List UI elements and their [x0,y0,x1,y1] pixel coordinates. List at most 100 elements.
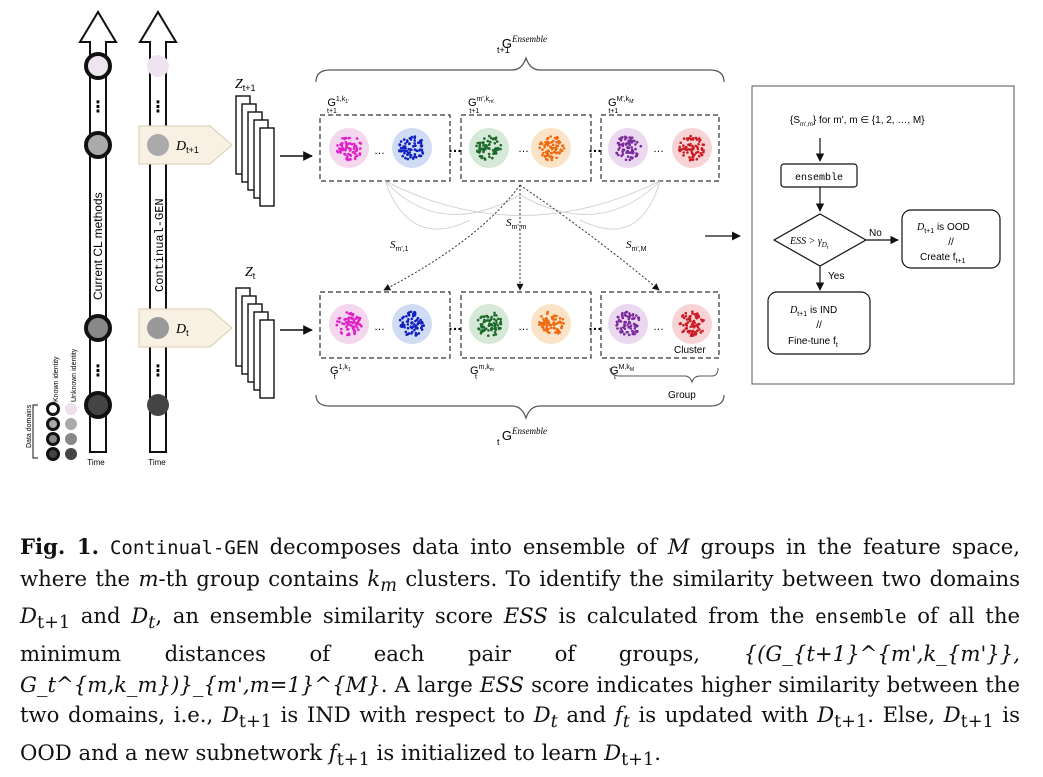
cluster-point [356,321,360,325]
cluster-point [619,138,623,142]
cluster-point [541,154,544,157]
caption-math: t+1 [621,750,655,771]
cluster-point [619,330,622,334]
cluster-point [539,323,543,326]
cluster-point [621,316,625,320]
domain-node [84,314,112,342]
caption-math: f [614,702,623,728]
cluster-point [687,331,691,334]
cluster-point [692,334,695,337]
time-label: Time [87,458,105,467]
cluster-point [351,325,355,329]
cluster-point [401,149,405,152]
cluster-point [403,151,406,155]
cluster-point [482,325,486,329]
cluster-point [483,144,487,147]
cluster-point [547,150,550,153]
decision-label: ESS > γDr [789,236,829,251]
cluster-point [679,141,682,145]
cluster-point [701,320,704,323]
cluster-point [404,330,408,334]
cluster-point [486,139,490,143]
top-brace [315,56,725,83]
cluster-point [402,323,406,327]
cluster-point [492,321,496,325]
cluster-point [542,151,545,155]
caption-text: score indicates higher similarity betwee… [20,671,1020,728]
cluster-point [560,149,564,153]
ood-line-1: Dt+1 is OOD [916,222,970,235]
cluster-point [493,331,497,334]
cluster-point [354,149,358,153]
cluster-point [622,142,625,145]
cluster-point [552,323,556,327]
cluster-point [542,317,545,321]
cluster-point [493,313,496,317]
cluster-point [416,322,420,326]
cluster-point [409,310,413,314]
similarity-label-M: Sm',M [626,239,647,253]
caption-math: D [131,603,149,629]
cluster-point [624,138,627,141]
cluster-point [695,157,699,161]
cluster-point [545,154,548,158]
cluster-point [488,134,491,138]
cluster-point [344,146,348,150]
caption-text: is calculated from the [547,603,816,629]
cluster-point [562,147,566,150]
cluster-point [619,327,623,330]
cluster-point [413,328,416,332]
cluster-point [615,324,618,327]
cluster-point [624,158,628,162]
cluster-point [693,330,697,334]
cluster-point [415,149,419,153]
cluster-point [494,328,498,332]
cluster-point [496,148,500,151]
cluster-point [681,315,684,318]
cluster-point [481,141,484,144]
cluster-point [407,332,411,335]
current-cl-label: Current CL methods [91,192,105,300]
cluster-point [492,333,496,337]
cluster-point [490,323,494,327]
cluster-point [631,317,634,321]
cluster-point [478,154,482,158]
cluster-point [405,333,409,337]
cluster-point [637,316,641,320]
cluster-point [404,142,407,145]
cluster-point [340,144,344,148]
cluster-point [697,137,701,140]
cluster-point [348,153,352,156]
cluster-point [493,311,496,315]
cluster-point [354,152,357,155]
cluster-point [499,320,503,324]
cluster-point [554,318,557,321]
cluster-point [346,333,349,337]
cluster-point [491,137,495,141]
cluster-point [410,330,414,334]
cluster-point [420,321,423,325]
svg-text:Dt: Dt [175,322,189,338]
cluster-point [491,156,494,160]
caption-math: ESS [479,671,525,697]
cluster-point [544,140,547,144]
similarity-label-m: Sm',m [506,217,527,231]
svg-text:⋮: ⋮ [150,363,166,380]
cluster-point [682,144,685,147]
cluster-point [684,314,688,318]
cluster-point [336,149,339,153]
continual-gen-axis: ⋮ ⋮ Continual-GEN Time [138,10,178,467]
cluster-point [694,136,698,140]
cluster-point [631,314,634,317]
cluster-point [689,134,692,138]
cluster-point [347,318,350,322]
caption-math: D [817,702,835,728]
cluster-point [560,324,564,328]
cluster-point [637,318,641,322]
cluster-point [404,145,407,148]
cluster-point [338,316,342,320]
cluster-point [617,318,621,322]
group-label: Group [668,390,696,401]
cluster-point [408,148,412,151]
cluster-point [344,153,347,156]
